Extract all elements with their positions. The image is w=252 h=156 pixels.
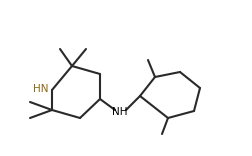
Text: HN: HN xyxy=(33,84,49,94)
Text: NH: NH xyxy=(112,107,127,117)
